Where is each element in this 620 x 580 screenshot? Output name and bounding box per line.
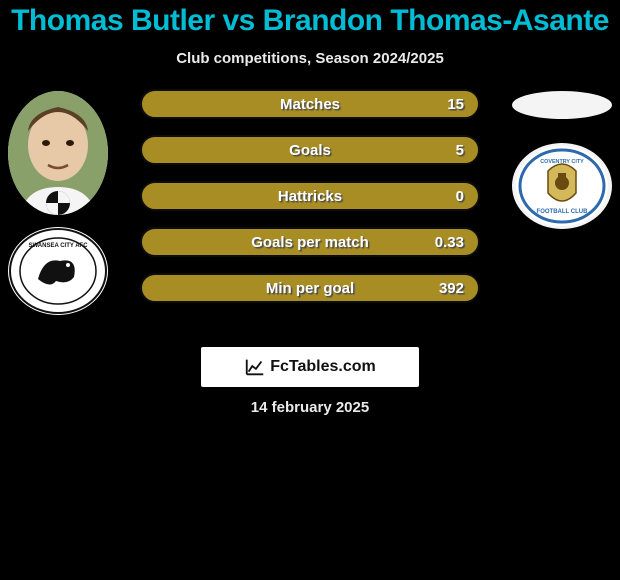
date-text: 14 february 2025 [0, 399, 620, 416]
swansea-badge-icon: SWANSEA CITY AFC [8, 227, 108, 315]
stat-label: Goals per match [251, 234, 369, 251]
branding-text: FcTables.com [270, 358, 376, 376]
stat-bar-gpm: Goals per match 0.33 [140, 227, 480, 257]
stat-value: 0 [456, 188, 464, 205]
stat-bar-hattricks: Hattricks 0 [140, 181, 480, 211]
svg-text:FOOTBALL CLUB: FOOTBALL CLUB [537, 209, 589, 215]
stat-bar-matches: Matches 15 [140, 89, 480, 119]
chart-line-icon [244, 356, 266, 378]
club-left-badge: SWANSEA CITY AFC [8, 227, 108, 315]
comparison-area: SWANSEA CITY AFC FOOTBALL CLUB COVENTRY … [0, 91, 620, 351]
player-right-photo [512, 91, 612, 119]
stat-bar-mpg: Min per goal 392 [140, 273, 480, 303]
player-left-photo [8, 91, 108, 215]
stat-value: 0.33 [435, 234, 464, 251]
club-right-badge: FOOTBALL CLUB COVENTRY CITY [512, 143, 612, 229]
svg-text:COVENTRY CITY: COVENTRY CITY [540, 159, 584, 165]
stat-value: 392 [439, 280, 464, 297]
player-left-block: SWANSEA CITY AFC [8, 91, 108, 215]
player-right-block: FOOTBALL CLUB COVENTRY CITY [512, 91, 612, 215]
svg-text:SWANSEA CITY AFC: SWANSEA CITY AFC [28, 243, 88, 249]
stat-label: Hattricks [278, 188, 342, 205]
page-title: Thomas Butler vs Brandon Thomas-Asante [0, 4, 620, 38]
stat-bar-goals: Goals 5 [140, 135, 480, 165]
stat-label: Min per goal [266, 280, 354, 297]
branding-badge: FcTables.com [201, 347, 419, 387]
player-left-face-icon [8, 91, 108, 215]
stat-bars: Matches 15 Goals 5 Hattricks 0 Goals per… [140, 89, 480, 319]
coventry-badge-icon: FOOTBALL CLUB COVENTRY CITY [512, 143, 612, 229]
stat-value: 5 [456, 142, 464, 159]
stat-value: 15 [447, 96, 464, 113]
stat-label: Matches [280, 96, 340, 113]
infographic-container: Thomas Butler vs Brandon Thomas-Asante C… [0, 0, 620, 460]
stat-label: Goals [289, 142, 331, 159]
page-subtitle: Club competitions, Season 2024/2025 [0, 50, 620, 67]
